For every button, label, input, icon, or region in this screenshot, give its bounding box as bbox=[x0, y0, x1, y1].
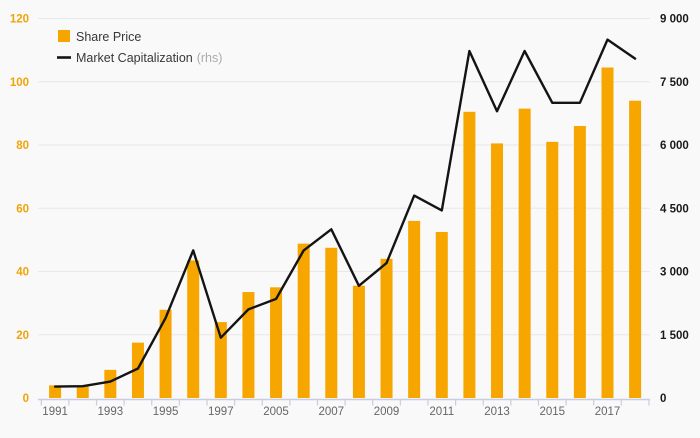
legend-label-share-price: Share Price bbox=[76, 30, 141, 44]
x-axis-label: 2009 bbox=[374, 406, 400, 418]
bar-1992 bbox=[76, 385, 89, 398]
bar-2007 bbox=[325, 247, 338, 398]
bar-2013 bbox=[491, 143, 504, 398]
gridlines bbox=[38, 18, 650, 336]
bar-2018 bbox=[629, 100, 642, 398]
y-axis-left-label: 60 bbox=[16, 203, 29, 215]
bar-1994 bbox=[131, 342, 144, 398]
bar-2012 bbox=[463, 111, 476, 398]
bar-2006 bbox=[297, 243, 310, 398]
y-axis-left-label: 100 bbox=[10, 77, 29, 89]
bar-2014 bbox=[518, 108, 531, 398]
x-axis-label: 2017 bbox=[595, 406, 621, 418]
y-axis-right-label: 4 500 bbox=[660, 203, 689, 215]
x-axis-labels: 1991 1993 1995 1997 2005 2007 2009 2011 2013 2015… bbox=[42, 406, 620, 418]
legend-label-market-cap: Market Capitalization (rhs) bbox=[76, 51, 222, 65]
bar-2009 bbox=[380, 258, 393, 398]
bar-2015 bbox=[546, 141, 559, 398]
bar-2005 bbox=[270, 287, 283, 398]
y-axis-right-label: 9 000 bbox=[660, 14, 689, 26]
bar-1995 bbox=[159, 309, 172, 398]
x-axis-label: 2015 bbox=[539, 406, 565, 418]
y-axis-right-label: 3 000 bbox=[660, 267, 689, 279]
x-axis-label: 2013 bbox=[484, 406, 510, 418]
x-axis-label: 2007 bbox=[319, 406, 345, 418]
bar-1991 bbox=[49, 385, 62, 398]
y-axis-right-labels: 0 1 500 3 000 4 500 6 000 7 500 9 000 bbox=[660, 14, 689, 406]
y-axis-left-label: 0 bbox=[23, 393, 29, 405]
bar-1998 bbox=[242, 292, 255, 398]
y-axis-right-label: 6 000 bbox=[660, 140, 689, 152]
legend-swatch-share-price bbox=[58, 30, 70, 42]
x-axis-label: 1995 bbox=[153, 406, 179, 418]
x-axis-label: 1993 bbox=[98, 406, 124, 418]
y-axis-left-label: 20 bbox=[16, 330, 29, 342]
y-axis-left-labels: 0 20 40 60 80 100 120 bbox=[10, 14, 29, 406]
x-axis-label: 1991 bbox=[42, 406, 68, 418]
y-axis-left-label: 80 bbox=[16, 140, 29, 152]
bar-1997 bbox=[214, 322, 227, 398]
x-axis bbox=[38, 398, 650, 406]
y-axis-right-label: 1 500 bbox=[660, 330, 689, 342]
bar-2016 bbox=[573, 126, 586, 399]
bar-2011 bbox=[435, 231, 448, 398]
bar-2010 bbox=[408, 220, 421, 398]
y-axis-right-label: 0 bbox=[660, 393, 666, 405]
x-axis-label: 2011 bbox=[429, 406, 454, 418]
market-cap-line bbox=[53, 38, 637, 388]
legend: Share Price Market Capitalization (rhs) bbox=[57, 30, 222, 65]
y-axis-right-label: 7 500 bbox=[660, 77, 689, 89]
bar-2017 bbox=[601, 67, 614, 399]
bar-1996 bbox=[187, 260, 200, 398]
y-axis-left-label: 40 bbox=[16, 267, 29, 279]
legend-rhs-note: (rhs) bbox=[197, 51, 223, 65]
x-axis-label: 2005 bbox=[263, 406, 289, 418]
y-axis-left-label: 120 bbox=[10, 14, 29, 26]
bar-2008 bbox=[352, 285, 365, 398]
bar-1993 bbox=[104, 369, 117, 398]
share-price-bars bbox=[49, 67, 642, 399]
x-axis-label: 1997 bbox=[208, 406, 234, 418]
